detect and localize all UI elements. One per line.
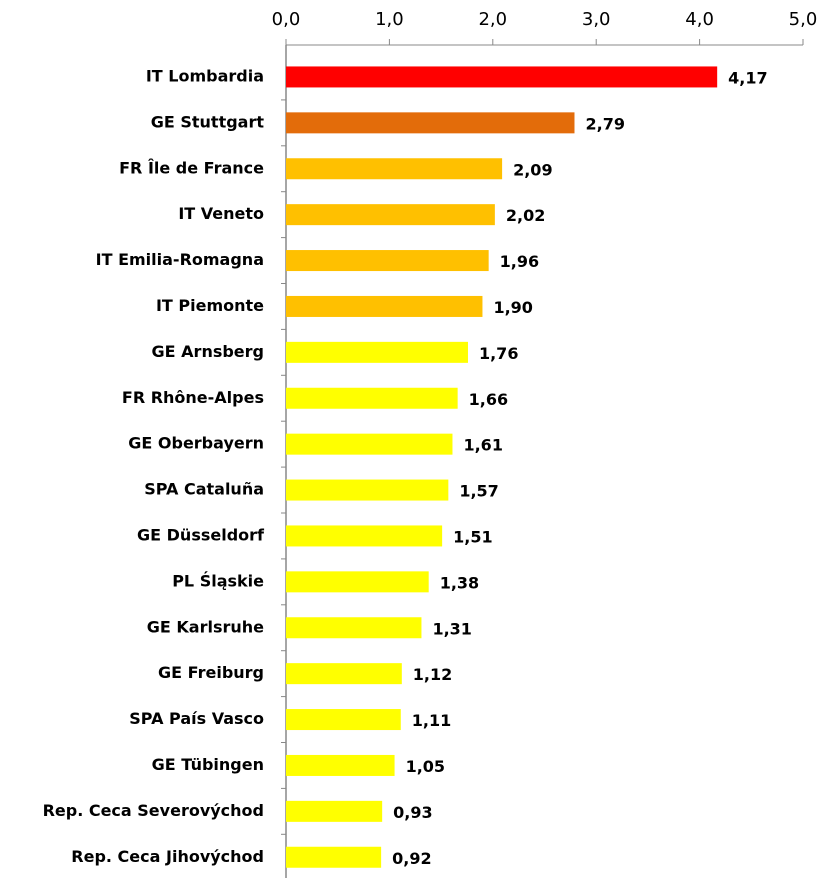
bar: [286, 709, 401, 731]
y-tick-label: GE Freiburg: [158, 663, 264, 682]
bar: [286, 433, 453, 455]
bar: [286, 158, 503, 180]
value-label: 1,96: [500, 252, 539, 271]
x-tick-label: 5,0: [789, 9, 818, 30]
bar: [286, 571, 429, 593]
y-tick-label: IT Lombardia: [146, 66, 264, 85]
value-label: 1,31: [432, 619, 471, 638]
value-label: 1,61: [463, 436, 502, 455]
bar: [286, 341, 468, 363]
y-tick-label: IT Veneto: [178, 204, 264, 223]
x-tick-label: 4,0: [685, 9, 714, 30]
value-label: 1,05: [406, 757, 445, 776]
bar: [286, 617, 422, 639]
bar: [286, 754, 395, 776]
y-tick-label: IT Emilia-Romagna: [96, 250, 264, 269]
x-tick-label: 0,0: [272, 9, 301, 30]
value-label: 1,11: [412, 711, 451, 730]
y-tick-label: IT Piemonte: [156, 296, 264, 315]
bar: [286, 112, 575, 134]
bar: [286, 846, 382, 868]
value-label: 1,66: [469, 390, 508, 409]
y-tick-label: GE Stuttgart: [151, 112, 265, 131]
value-label: 4,17: [728, 68, 767, 87]
value-label: 0,92: [392, 849, 431, 868]
bar: [286, 295, 483, 317]
y-tick-label: GE Arnsberg: [152, 342, 264, 361]
bar: [286, 204, 495, 226]
y-tick-label: PL Śląskie: [172, 571, 264, 590]
y-tick-label: GE Oberbayern: [128, 434, 264, 453]
y-tick-label: GE Karlsruhe: [147, 617, 264, 636]
bar: [286, 250, 489, 272]
y-tick-label: Rep. Ceca Jihovýchod: [71, 847, 264, 866]
value-label: 1,38: [440, 573, 479, 592]
value-label: 0,93: [393, 803, 432, 822]
value-label: 2,09: [513, 160, 552, 179]
bar: [286, 525, 443, 547]
x-tick-label: 1,0: [375, 9, 404, 30]
value-label: 2,02: [506, 206, 545, 225]
y-tick-label: GE Düsseldorf: [137, 525, 265, 544]
value-label: 2,79: [585, 114, 624, 133]
value-label: 1,76: [479, 344, 518, 363]
bar: [286, 800, 383, 822]
y-tick-label: FR Rhône-Alpes: [122, 388, 264, 407]
y-tick-label: Rep. Ceca Severovýchod: [43, 801, 264, 820]
x-tick-label: 3,0: [582, 9, 611, 30]
y-tick-label: SPA País Vasco: [129, 709, 264, 728]
bar: [286, 387, 458, 409]
bar: [286, 66, 718, 88]
value-label: 1,12: [413, 665, 452, 684]
value-label: 1,57: [459, 482, 498, 501]
y-tick-label: GE Tübingen: [152, 755, 264, 774]
bar: [286, 663, 402, 685]
y-tick-label: SPA Cataluña: [144, 480, 264, 499]
bar: [286, 479, 449, 501]
value-label: 1,90: [493, 298, 532, 317]
value-label: 1,51: [453, 527, 492, 546]
y-tick-label: FR Île de France: [119, 158, 264, 177]
x-tick-label: 2,0: [478, 9, 507, 30]
